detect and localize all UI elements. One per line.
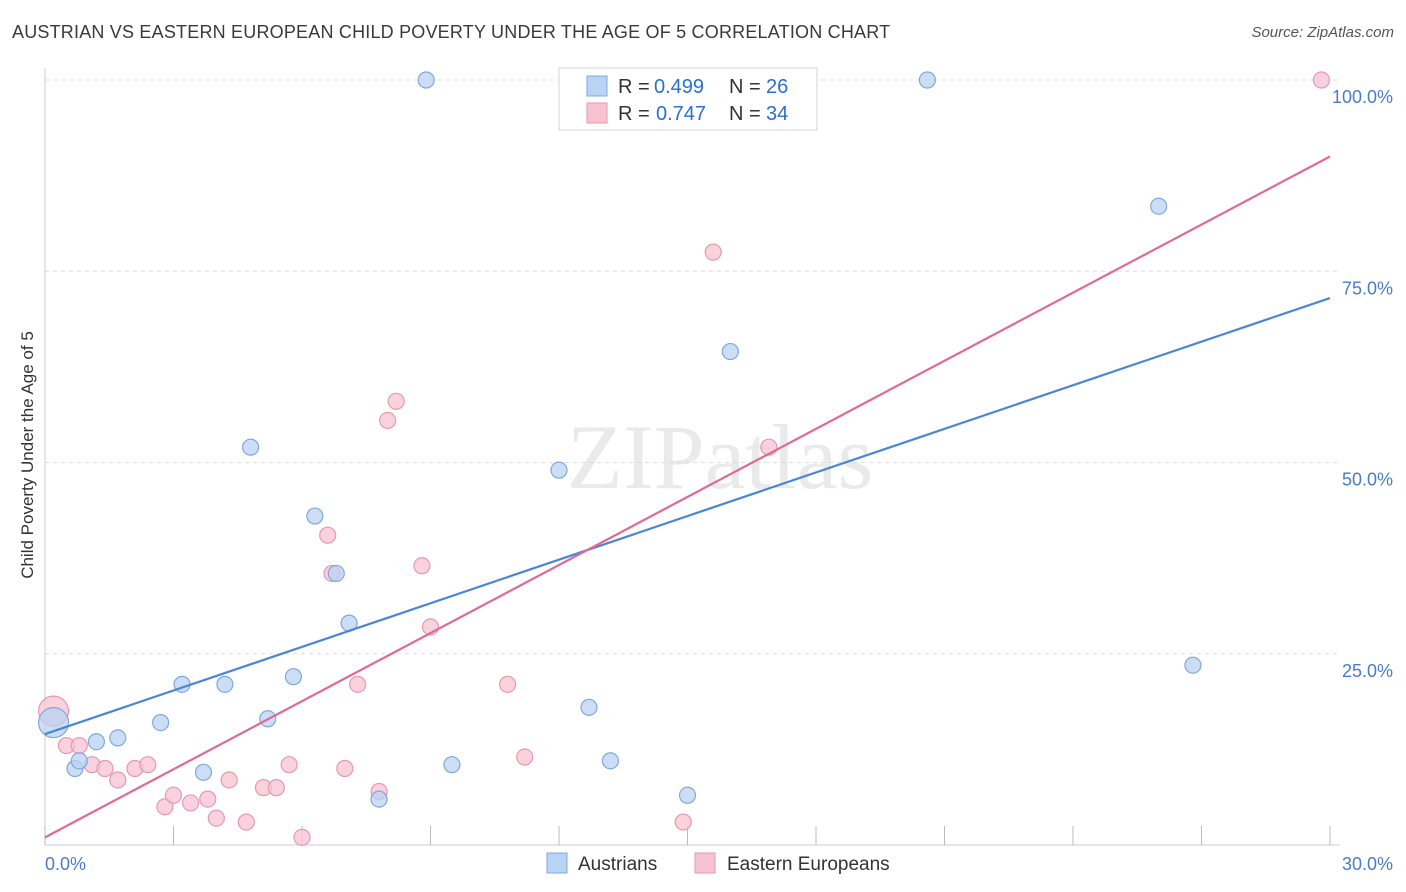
- eastern-point-28: [499, 675, 517, 693]
- eastern-point-7: [139, 756, 157, 774]
- y-tick-label-3: 25.0%: [1342, 661, 1393, 681]
- x-tick-labels: 0.0% 30.0%: [45, 854, 1393, 874]
- austrians-point-20: [678, 786, 697, 804]
- chart-title: AUSTRIAN VS EASTERN EUROPEAN CHILD POVER…: [12, 22, 891, 42]
- bottom-legend-label-eastern: Eastern Europeans: [727, 854, 890, 875]
- y-tick-label-1: 75.0%: [1342, 278, 1393, 298]
- x-tick-label-1: 30.0%: [1342, 854, 1393, 874]
- legend-r-value-austrians: 0.499: [654, 76, 704, 98]
- legend-r-label-austrians: R =: [618, 76, 650, 98]
- eastern-point-29: [516, 748, 534, 766]
- y-tick-labels: 100.0% 75.0% 50.0% 25.0%: [1332, 87, 1393, 681]
- eastern-point-12: [207, 809, 225, 827]
- eastern-point-30: [674, 813, 692, 831]
- eastern-point-21: [336, 759, 354, 778]
- austrians-point-22: [918, 71, 936, 89]
- eastern-point-4: [96, 759, 114, 778]
- austrians-point-16: [443, 756, 461, 774]
- austrians-point-23: [1150, 197, 1168, 215]
- legend-n-label-eastern: N =: [729, 103, 761, 125]
- eastern-point-31: [704, 243, 722, 261]
- eastern-point-16: [267, 779, 285, 797]
- eastern-trend-line: [44, 155, 1331, 839]
- eastern-point-22: [349, 675, 367, 693]
- eastern-point-33: [1312, 71, 1331, 89]
- austrians-point-17: [550, 461, 568, 479]
- austrians-trend-line: [44, 296, 1331, 736]
- legend-r-value-eastern: 0.747: [656, 103, 706, 125]
- y-tick-label-2: 50.0%: [1342, 470, 1393, 490]
- bottom-legend-label-austrians: Austrians: [578, 854, 657, 875]
- eastern-point-11: [199, 790, 217, 808]
- austrians-point-8: [242, 438, 260, 456]
- legend-swatch-eastern: [586, 102, 608, 124]
- legend-swatch-austrians: [586, 75, 608, 97]
- austrians-points: [37, 71, 1202, 808]
- source-label: Source: ZipAtlas.com: [1251, 24, 1394, 41]
- eastern-point-26: [413, 557, 431, 575]
- legend-r-label-eastern: R =: [618, 103, 650, 125]
- eastern-point-8: [156, 798, 174, 816]
- watermark: ZIPatlas: [567, 406, 874, 508]
- legend-n-value-austrians: 26: [766, 76, 788, 98]
- eastern-point-17: [280, 756, 298, 774]
- eastern-point-13: [220, 771, 238, 789]
- bottom-legend-swatch-austrians: [546, 852, 568, 874]
- austrians-point-21: [721, 342, 739, 361]
- austrians-point-24: [1184, 656, 1202, 674]
- austrians-point-12: [327, 564, 345, 583]
- austrians-point-19: [601, 752, 620, 770]
- austrians-point-7: [216, 675, 234, 693]
- eastern-point-24: [379, 411, 397, 430]
- eastern-point-25: [387, 392, 405, 410]
- austrians-point-15: [417, 71, 435, 89]
- stats-legend: R = 0.499 N = 26 R = 0.747 N = 34: [558, 67, 818, 131]
- y-tick-label-0: 100.0%: [1332, 87, 1393, 107]
- eastern-point-10: [182, 794, 200, 812]
- trend-lines: [44, 155, 1331, 839]
- austrians-point-6: [194, 763, 213, 781]
- austrians-point-3: [109, 729, 127, 747]
- austrians-point-25: [70, 752, 88, 770]
- eastern-point-19: [319, 526, 337, 544]
- grid-lines: [45, 79, 1340, 655]
- series-legend: Austrians Eastern Europeans: [546, 852, 890, 875]
- y-axis-label: Child Poverty Under the Age of 5: [18, 331, 37, 579]
- austrians-point-18: [580, 698, 598, 716]
- austrians-point-2: [87, 733, 106, 751]
- austrians-point-14: [370, 790, 388, 808]
- legend-n-label-austrians: N =: [729, 76, 761, 98]
- bottom-legend-swatch-eastern: [694, 852, 716, 874]
- eastern-point-2: [70, 736, 88, 755]
- austrians-point-0: [37, 706, 70, 739]
- austrians-point-11: [306, 507, 324, 525]
- eastern-point-5: [109, 771, 127, 789]
- eastern-point-14: [237, 813, 255, 831]
- eastern-point-9: [164, 786, 183, 804]
- austrians-point-4: [152, 713, 170, 732]
- austrians-point-10: [284, 668, 303, 686]
- legend-n-value-eastern: 34: [766, 103, 788, 125]
- x-tick-label-0: 0.0%: [45, 854, 86, 874]
- eastern-point-18: [293, 828, 311, 846]
